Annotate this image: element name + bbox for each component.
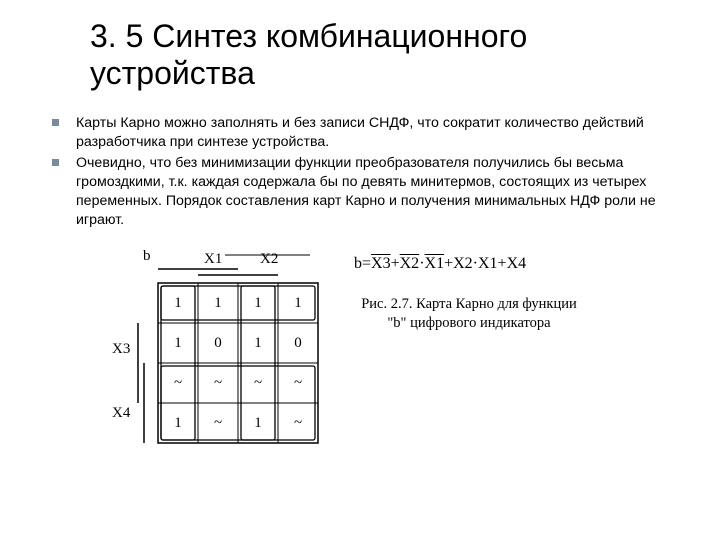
figure-row: b X1 X2 X3 X4 [110,245,680,455]
svg-text:1: 1 [174,295,182,311]
svg-text:~: ~ [294,375,302,391]
svg-text:1: 1 [174,335,182,351]
svg-text:~: ~ [214,415,222,431]
svg-text:1: 1 [174,415,182,431]
svg-text:0: 0 [294,335,302,351]
svg-text:~: ~ [214,375,222,391]
kmap-col-label-x1: X1 [204,251,222,267]
svg-text:~: ~ [254,375,262,391]
kmap-row-label-x3: X3 [112,341,130,357]
kmap-output-label: b [143,248,151,264]
svg-text:0: 0 [214,335,222,351]
kmap-col-label-x2: X2 [260,251,278,267]
bullet-item: Карты Карно можно заполнять и без записи… [50,114,680,152]
svg-text:~: ~ [174,375,182,391]
svg-text:~: ~ [294,415,302,431]
kmap-row-label-x4: X4 [112,405,131,421]
bullet-list: Карты Карно можно заполнять и без записи… [50,114,680,231]
page-title: 3. 5 Синтез комбинационного устройства [90,18,680,92]
svg-text:1: 1 [294,295,302,311]
figure-caption: Рис. 2.7. Карта Карно для функции "b" ци… [354,295,584,334]
svg-text:1: 1 [254,335,262,351]
svg-text:1: 1 [214,295,222,311]
karnaugh-map: b X1 X2 X3 X4 [110,245,330,455]
bullet-item: Очевидно, что без минимизации функции пр… [50,154,680,231]
figure-right-column: b=X3+X2·X1+X2·X1+X4 Рис. 2.7. Карта Карн… [354,245,680,334]
formula: b=X3+X2·X1+X2·X1+X4 [354,255,680,273]
svg-text:1: 1 [254,295,262,311]
svg-text:1: 1 [254,415,262,431]
